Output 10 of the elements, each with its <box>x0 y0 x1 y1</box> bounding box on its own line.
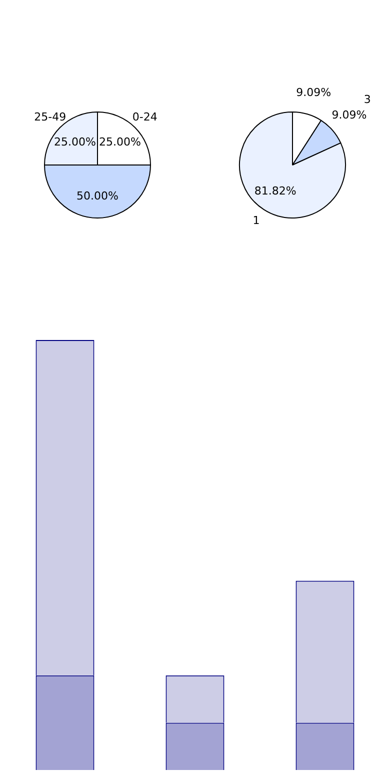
data-label: 25.00% <box>99 135 141 148</box>
slice-label: 1 <box>252 214 260 228</box>
data-label: 50.00% <box>76 190 118 203</box>
slice-label: 25-49 <box>34 110 66 124</box>
slice-label: 3 <box>364 93 371 106</box>
data-label: 25.00% <box>54 135 96 148</box>
data-label: 9.09% <box>296 86 332 99</box>
data-label: 9.09% <box>332 108 367 122</box>
slice-label: 0-24 <box>132 110 158 124</box>
data-label: 81.82% <box>254 184 296 198</box>
